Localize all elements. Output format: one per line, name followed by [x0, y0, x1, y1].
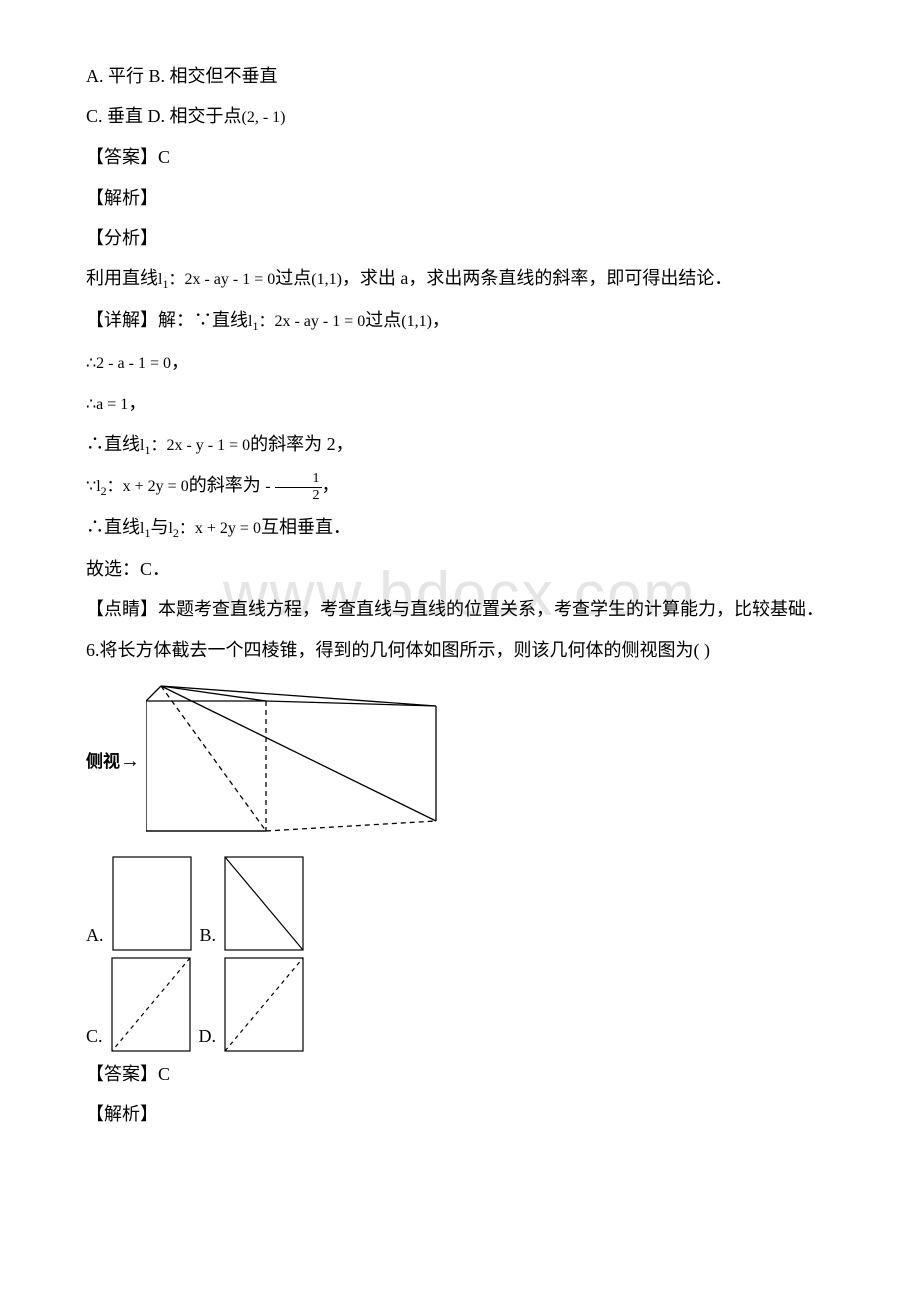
q6-jiexi: 【解析】: [50, 1098, 870, 1130]
l2-sym: l2: [168, 520, 178, 537]
text: ∴直线: [86, 517, 140, 537]
q5-option-d-point: (2, - 1): [242, 109, 286, 126]
point: (1,1): [401, 313, 432, 330]
q6-option-b-svg: [224, 856, 304, 951]
l1-sym: l1: [140, 520, 150, 537]
eq: ∴a = 1: [86, 396, 128, 413]
answer-value: C: [158, 147, 170, 167]
eq: ∴2 - a - 1 = 0: [86, 355, 171, 372]
l1-sym: l1: [140, 437, 150, 454]
l1-sym: l1: [158, 271, 168, 288]
q5-perp: ∴直线l1与l2：x + 2y = 0互相垂直．: [50, 511, 870, 545]
l1-sym: l1: [248, 313, 258, 330]
q6-option-a-svg: [112, 856, 192, 951]
neg: -: [265, 478, 274, 495]
xiangjie-label: 【详解】: [86, 310, 158, 330]
q5-slope1: ∴直线l1：2x - y - 1 = 0的斜率为 2，: [50, 428, 870, 462]
text: ∴直线: [86, 434, 140, 454]
text: 互相垂直．: [261, 517, 351, 537]
text: 的斜率为 2，: [250, 434, 354, 454]
text: 解：∵直线: [158, 310, 248, 330]
eq: ：x + 2y = 0: [107, 478, 189, 495]
eq: ：2x - y - 1 = 0: [150, 437, 250, 454]
eq: ：x + 2y = 0: [179, 520, 261, 537]
q6-stem: 6.将长方体截去一个四棱锥，得到的几何体如图所示，则该几何体的侧视图为( ): [50, 634, 870, 666]
q6-option-d-label: D.: [199, 1020, 217, 1052]
q5-option-a: A. 平行: [86, 66, 144, 86]
q5-answer: 【答案】C: [50, 141, 870, 173]
q5-xiangjie: 【详解】解：∵直线l1：2x - ay - 1 = 0过点(1,1)，: [50, 304, 870, 338]
q5-dianjing: 【点睛】本题考查直线方程，考查直线与直线的位置关系，考查学生的计算能力，比较基础…: [50, 593, 870, 625]
l1-eq: ：2x - ay - 1 = 0: [168, 271, 275, 288]
q5-option-b: B. 相交但不垂直: [149, 66, 278, 86]
eq: ：2x - ay - 1 = 0: [258, 313, 365, 330]
text: 过点: [365, 310, 401, 330]
q6-option-c-svg: [111, 957, 191, 1052]
answer-label: 【答案】: [86, 1064, 158, 1084]
q5-option-c: C. 垂直: [86, 106, 143, 126]
q6-option-row-ab: A. B.: [86, 856, 870, 951]
answer-label: 【答案】: [86, 147, 158, 167]
point: (1,1): [311, 271, 342, 288]
q5-guxuan: 故选：C．: [50, 553, 870, 585]
cuboid-cut-svg: [146, 676, 446, 846]
fraction: 12: [275, 471, 322, 503]
q5-slope2: ∵l2：x + 2y = 0的斜率为 - 12，: [50, 469, 870, 503]
arrow-icon: →: [120, 750, 140, 772]
text: 与: [150, 517, 168, 537]
q6-figure: 侧视→: [86, 676, 870, 846]
text: ∵: [86, 478, 96, 495]
q5-fenxi: 【分析】: [50, 222, 870, 254]
q5-option-d-prefix: D. 相交于点: [148, 106, 242, 126]
answer-value: C: [158, 1064, 170, 1084]
comma: ，: [322, 475, 340, 495]
q5-jiexi: 【解析】: [50, 182, 870, 214]
l2-sym: l2: [96, 478, 106, 495]
q5-eq2: ∴a = 1，: [50, 387, 870, 420]
q6-answer: 【答案】C: [50, 1058, 870, 1090]
text: 利用直线: [86, 268, 158, 288]
q6-option-d-svg: [224, 957, 304, 1052]
comma: ，: [128, 393, 146, 413]
dianjing-label: 【点睛】: [86, 599, 158, 619]
dianjing-text: 本题考查直线方程，考查直线与直线的位置关系，考查学生的计算能力，比较基础．: [158, 599, 824, 619]
side-view-label: 侧视: [86, 752, 120, 771]
comma: ，: [432, 310, 450, 330]
q5-option-row-ab: A. 平行 B. 相交但不垂直: [50, 60, 870, 92]
q5-option-row-cd: C. 垂直 D. 相交于点(2, - 1): [50, 100, 870, 133]
text: ，求出 a，求出两条直线的斜率，即可得出结论．: [342, 268, 733, 288]
q5-fenxi-text: 利用直线l1：2x - ay - 1 = 0过点(1,1)，求出 a，求出两条直…: [50, 262, 870, 296]
comma: ，: [171, 352, 189, 372]
q6-option-b-label: B.: [200, 919, 217, 951]
q6-option-a-label: A.: [86, 919, 104, 951]
q6-option-c-label: C.: [86, 1020, 103, 1052]
text: 的斜率为: [189, 475, 266, 495]
text: 过点: [275, 268, 311, 288]
q5-eq1: ∴2 - a - 1 = 0，: [50, 346, 870, 379]
q6-option-row-cd: C. D.: [86, 957, 870, 1052]
